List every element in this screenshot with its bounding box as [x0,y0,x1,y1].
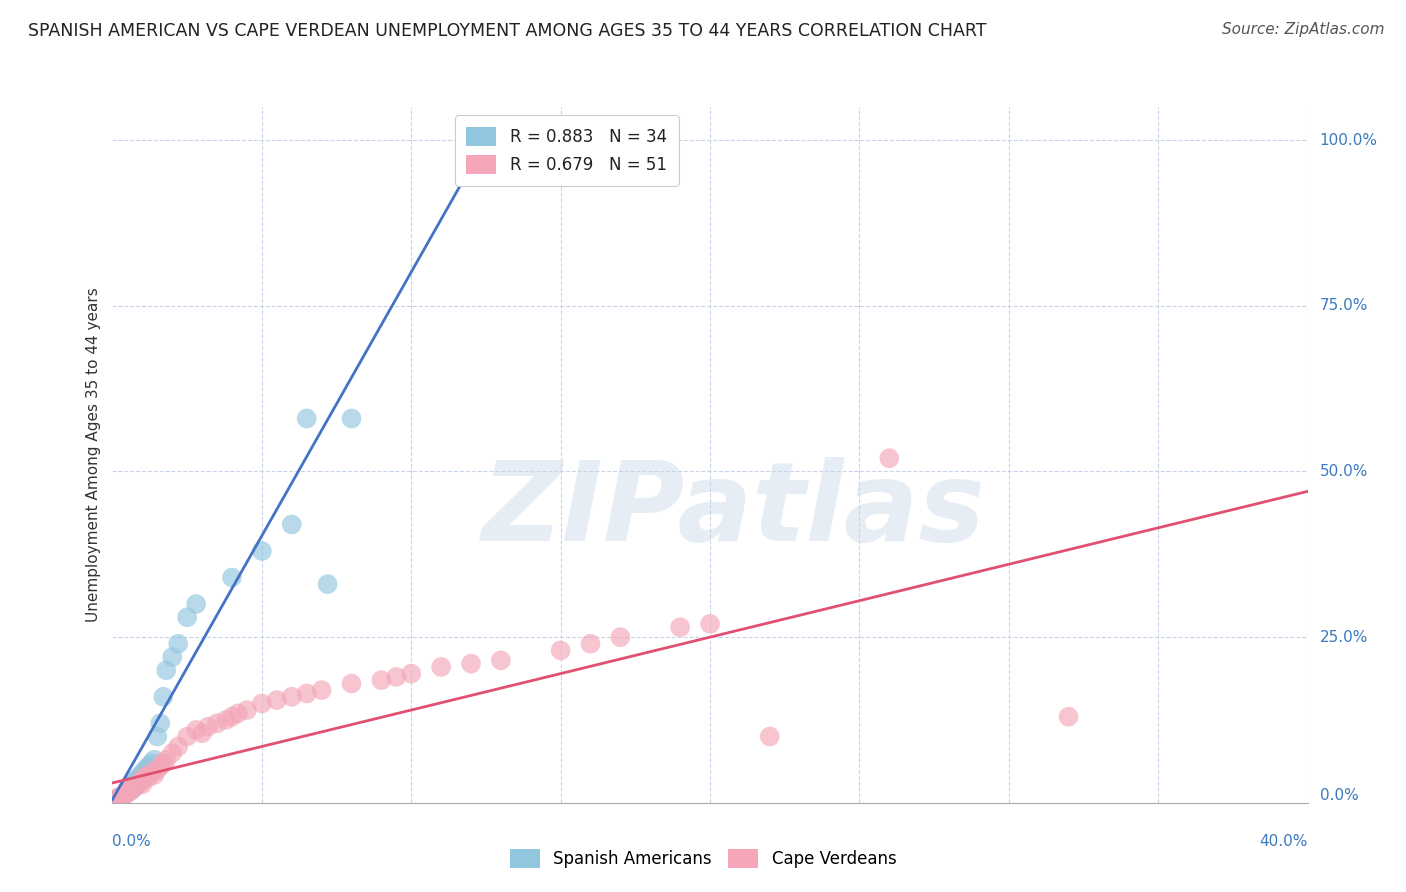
Point [107,790,129,805]
Point [176,730,198,744]
Point [146,763,169,777]
Point [186,597,208,611]
Point [385,670,408,684]
Point [128,769,150,783]
Point [155,663,177,677]
Point [138,759,160,773]
Text: 0.0%: 0.0% [1319,788,1358,803]
Point [149,759,172,773]
Point [295,686,318,700]
Point [141,766,163,780]
Point [176,610,198,624]
Point [579,637,602,651]
Point [609,630,631,644]
Point [131,777,153,791]
Point [128,776,150,790]
Point [149,716,172,731]
Point [122,781,145,796]
Point [1057,709,1080,723]
Point [430,660,453,674]
Point [107,790,129,805]
Point [250,544,273,558]
Point [117,786,139,800]
Point [236,703,259,717]
Point [316,577,339,591]
Point [104,792,127,806]
Point [117,786,139,800]
Text: 50.0%: 50.0% [1319,464,1368,479]
Point [120,784,142,798]
Text: 75.0%: 75.0% [1319,298,1368,313]
Point [226,706,249,721]
Point [281,517,304,532]
Point [191,726,214,740]
Point [122,781,145,796]
Point [114,788,135,802]
Point [167,739,190,754]
Point [152,690,174,704]
Point [877,451,901,466]
Y-axis label: Unemployment Among Ages 35 to 44 years: Unemployment Among Ages 35 to 44 years [86,287,101,623]
Point [401,666,423,681]
Point [699,616,721,631]
Point [266,693,288,707]
Point [221,570,243,584]
Point [134,763,156,777]
Point [295,411,318,425]
Point [162,650,183,665]
Point [370,673,392,688]
Point [110,789,132,804]
Point [125,777,148,791]
Point [114,788,135,802]
Point [669,620,692,634]
Point [167,637,190,651]
Point [104,792,127,806]
Text: SPANISH AMERICAN VS CAPE VERDEAN UNEMPLOYMENT AMONG AGES 35 TO 44 YEARS CORRELAT: SPANISH AMERICAN VS CAPE VERDEAN UNEMPLO… [28,22,987,40]
Point [138,771,160,785]
Point [131,772,153,787]
Text: 100.0%: 100.0% [1319,133,1378,148]
Point [221,709,243,723]
Point [550,643,572,657]
Legend: Spanish Americans, Cape Verdeans: Spanish Americans, Cape Verdeans [503,842,903,875]
Point [311,683,333,698]
Point [125,779,148,793]
Point [460,657,482,671]
Point [215,713,238,727]
Point [250,697,273,711]
Point [141,756,163,770]
Point [131,766,153,780]
Text: 25.0%: 25.0% [1319,630,1368,645]
Point [143,753,166,767]
Point [759,730,782,744]
Point [131,772,153,787]
Text: Source: ZipAtlas.com: Source: ZipAtlas.com [1222,22,1385,37]
Text: ZIPatlas: ZIPatlas [482,457,986,564]
Point [152,756,174,770]
Text: 0.0%: 0.0% [112,834,152,849]
Point [134,769,156,783]
Point [110,789,132,804]
Point [122,776,145,790]
Point [125,772,148,787]
Point [117,782,139,797]
Point [205,716,228,731]
Legend: R = 0.883   N = 34, R = 0.679   N = 51: R = 0.883 N = 34, R = 0.679 N = 51 [454,115,679,186]
Point [146,730,169,744]
Point [186,723,208,737]
Point [120,779,142,793]
Point [197,720,219,734]
Point [162,746,183,760]
Point [120,784,142,798]
Point [340,411,363,425]
Point [489,653,512,667]
Point [117,782,139,797]
Point [155,753,177,767]
Point [340,676,363,690]
Point [281,690,304,704]
Point [128,776,150,790]
Point [143,768,166,782]
Text: 40.0%: 40.0% [1260,834,1308,849]
